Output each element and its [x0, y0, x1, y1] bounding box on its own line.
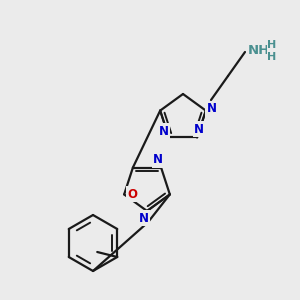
Text: H: H [267, 52, 277, 62]
Text: NH: NH [248, 44, 270, 58]
Text: N: N [207, 102, 217, 115]
Text: N: N [139, 212, 149, 224]
Text: H: H [267, 40, 277, 50]
Text: N: N [153, 153, 163, 166]
Text: O: O [127, 188, 137, 201]
Text: N: N [194, 123, 204, 136]
Text: N: N [159, 125, 169, 138]
